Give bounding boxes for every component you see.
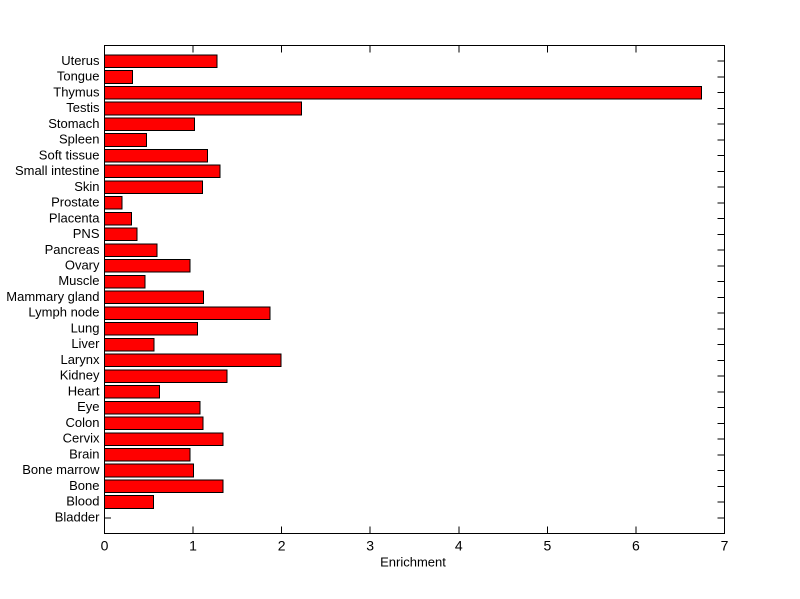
- svg-text:6: 6: [632, 538, 640, 554]
- svg-text:Prostate: Prostate: [51, 195, 99, 210]
- svg-text:Lymph node: Lymph node: [28, 305, 99, 320]
- svg-text:Cervix: Cervix: [63, 431, 100, 446]
- svg-text:Brain: Brain: [69, 446, 99, 461]
- svg-text:Bone marrow: Bone marrow: [22, 462, 100, 477]
- svg-text:Skin: Skin: [74, 179, 99, 194]
- svg-text:2: 2: [278, 538, 286, 554]
- svg-text:Blood: Blood: [66, 494, 99, 509]
- svg-text:Heart: Heart: [68, 383, 100, 398]
- svg-text:Eye: Eye: [77, 399, 99, 414]
- svg-text:3: 3: [366, 538, 374, 554]
- svg-text:5: 5: [543, 538, 551, 554]
- svg-text:Soft tissue: Soft tissue: [39, 147, 100, 162]
- svg-text:Thymus: Thymus: [53, 84, 100, 99]
- svg-text:Uterus: Uterus: [61, 53, 100, 68]
- svg-text:Kidney: Kidney: [60, 368, 100, 383]
- svg-text:Mammary gland: Mammary gland: [6, 289, 99, 304]
- svg-text:7: 7: [721, 538, 729, 554]
- svg-text:Bone: Bone: [69, 478, 99, 493]
- svg-text:Placenta: Placenta: [49, 210, 100, 225]
- svg-text:Pancreas: Pancreas: [45, 242, 100, 257]
- svg-text:0: 0: [101, 538, 109, 554]
- svg-text:Enrichment: Enrichment: [380, 555, 446, 570]
- svg-text:Lung: Lung: [71, 320, 100, 335]
- svg-text:Small intestine: Small intestine: [15, 163, 100, 178]
- svg-text:Liver: Liver: [71, 336, 100, 351]
- svg-text:Larynx: Larynx: [60, 352, 100, 367]
- svg-text:Bladder: Bladder: [55, 509, 100, 524]
- svg-text:4: 4: [455, 538, 463, 554]
- svg-text:1: 1: [189, 538, 197, 554]
- svg-text:Spleen: Spleen: [59, 132, 99, 147]
- svg-text:Muscle: Muscle: [58, 273, 99, 288]
- svg-text:Testis: Testis: [66, 100, 100, 115]
- svg-text:Tongue: Tongue: [57, 69, 100, 84]
- svg-text:Colon: Colon: [66, 415, 100, 430]
- svg-text:PNS: PNS: [73, 226, 100, 241]
- svg-text:Stomach: Stomach: [48, 116, 99, 131]
- svg-text:Ovary: Ovary: [65, 257, 100, 272]
